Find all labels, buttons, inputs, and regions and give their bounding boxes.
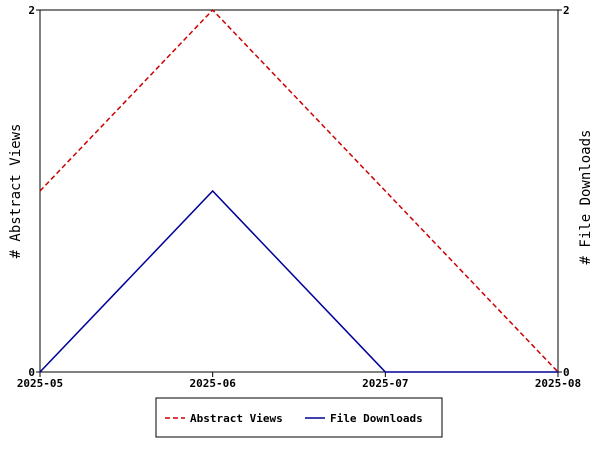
y-left-tick-label: 2 <box>28 4 35 17</box>
x-tick-label: 2025-08 <box>535 377 581 390</box>
y-right-tick-label: 2 <box>563 4 570 17</box>
legend: Abstract Views File Downloads <box>155 397 443 438</box>
x-tick-label: 2025-05 <box>17 377 63 390</box>
y-left-tick-label: 0 <box>28 366 35 379</box>
x-tick-label: 2025-06 <box>189 377 236 390</box>
y-axis-right-title: # File Downloads <box>578 130 594 265</box>
y-axis-left-title: # Abstract Views <box>8 124 24 259</box>
legend-box <box>155 397 443 438</box>
y-right-tick-label: 0 <box>563 366 570 379</box>
x-tick-label: 2025-07 <box>362 377 408 390</box>
legend-label-file-downloads: File Downloads <box>330 412 423 425</box>
series-line-abstract-views <box>39 8 559 373</box>
plot-frame <box>39 9 559 373</box>
legend-label-abstract-views: Abstract Views <box>190 412 283 425</box>
series-line-file-downloads <box>39 189 558 373</box>
